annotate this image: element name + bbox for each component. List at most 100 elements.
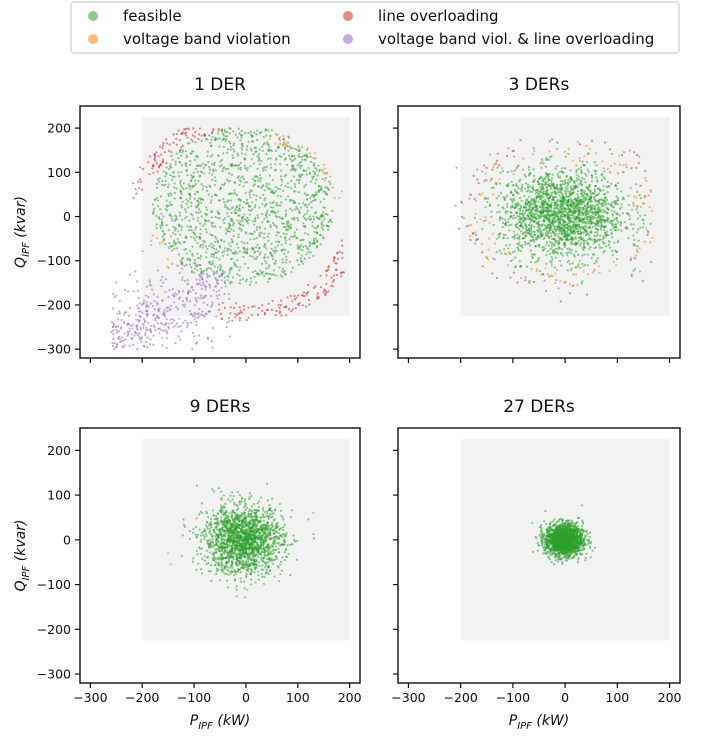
data-point (255, 194, 258, 197)
data-point (210, 221, 213, 224)
data-point (523, 194, 526, 198)
data-point (163, 315, 166, 318)
data-point (166, 258, 169, 261)
data-point (218, 217, 222, 220)
data-point (208, 165, 211, 169)
data-point (222, 167, 225, 170)
data-point (539, 196, 542, 200)
data-point (257, 153, 261, 156)
data-point (469, 238, 472, 242)
data-point (536, 221, 539, 224)
data-point (332, 257, 335, 260)
data-point (338, 250, 341, 253)
data-point (281, 275, 284, 278)
data-point (618, 163, 622, 166)
data-point (591, 239, 594, 242)
data-point (524, 201, 527, 204)
data-point (189, 180, 192, 183)
data-point (175, 152, 178, 155)
data-point (226, 167, 230, 170)
data-point (215, 248, 218, 251)
data-point (171, 232, 175, 235)
data-point (237, 246, 240, 249)
data-point (204, 285, 207, 288)
data-point (249, 209, 252, 212)
data-point (488, 203, 491, 206)
data-point (212, 168, 215, 171)
data-point (170, 215, 173, 218)
data-point (291, 266, 294, 269)
data-point (185, 165, 188, 168)
data-point (183, 217, 187, 220)
data-point (620, 154, 624, 157)
data-point (215, 270, 218, 273)
data-point (209, 201, 212, 204)
data-point (202, 198, 205, 201)
data-point (244, 167, 247, 170)
data-point (213, 163, 216, 166)
data-point (231, 252, 234, 255)
data-point (201, 188, 204, 191)
data-point (269, 551, 272, 554)
data-point (633, 267, 637, 270)
data-point (271, 189, 274, 192)
data-point (638, 270, 642, 273)
data-point (229, 145, 233, 148)
data-point (246, 181, 249, 184)
data-point (581, 192, 584, 195)
data-point (218, 293, 221, 296)
data-point (246, 216, 249, 219)
data-point (228, 269, 231, 272)
data-point (586, 242, 589, 245)
data-point (264, 129, 267, 132)
data-point (215, 290, 218, 293)
data-point (231, 498, 234, 501)
data-point (162, 141, 165, 144)
legend-marker (88, 34, 98, 44)
data-point (200, 284, 203, 287)
data-point (285, 255, 288, 258)
data-point (175, 187, 178, 190)
data-point (254, 270, 257, 273)
data-point (583, 191, 586, 195)
data-point (267, 302, 270, 305)
data-point (191, 214, 194, 217)
data-point (276, 145, 280, 148)
data-point (262, 136, 265, 139)
data-point (280, 249, 283, 252)
data-point (582, 270, 585, 273)
data-point (165, 142, 169, 145)
data-point (262, 509, 265, 512)
data-point (559, 180, 562, 183)
data-point (214, 235, 217, 238)
data-point (284, 157, 287, 160)
data-point (274, 168, 277, 171)
data-point (152, 334, 155, 337)
data-point (294, 190, 297, 193)
data-point (195, 211, 198, 214)
data-point (583, 178, 586, 181)
data-point (270, 254, 273, 257)
data-point (537, 235, 540, 238)
data-point (288, 136, 291, 139)
data-point (312, 254, 315, 257)
data-point (491, 168, 494, 171)
data-point (176, 237, 179, 240)
data-point (504, 212, 507, 215)
data-point (305, 198, 308, 201)
data-point (572, 221, 575, 224)
data-point (492, 193, 495, 196)
data-point (195, 226, 198, 229)
data-point (228, 272, 231, 275)
data-point (573, 226, 577, 229)
data-point (508, 224, 511, 227)
data-point (563, 223, 567, 226)
data-point (309, 160, 313, 163)
panel-title: 1 DER (194, 75, 246, 95)
data-point (185, 252, 188, 255)
data-point (299, 160, 303, 164)
data-point (591, 271, 595, 274)
data-point (514, 202, 517, 205)
data-point (113, 341, 116, 345)
